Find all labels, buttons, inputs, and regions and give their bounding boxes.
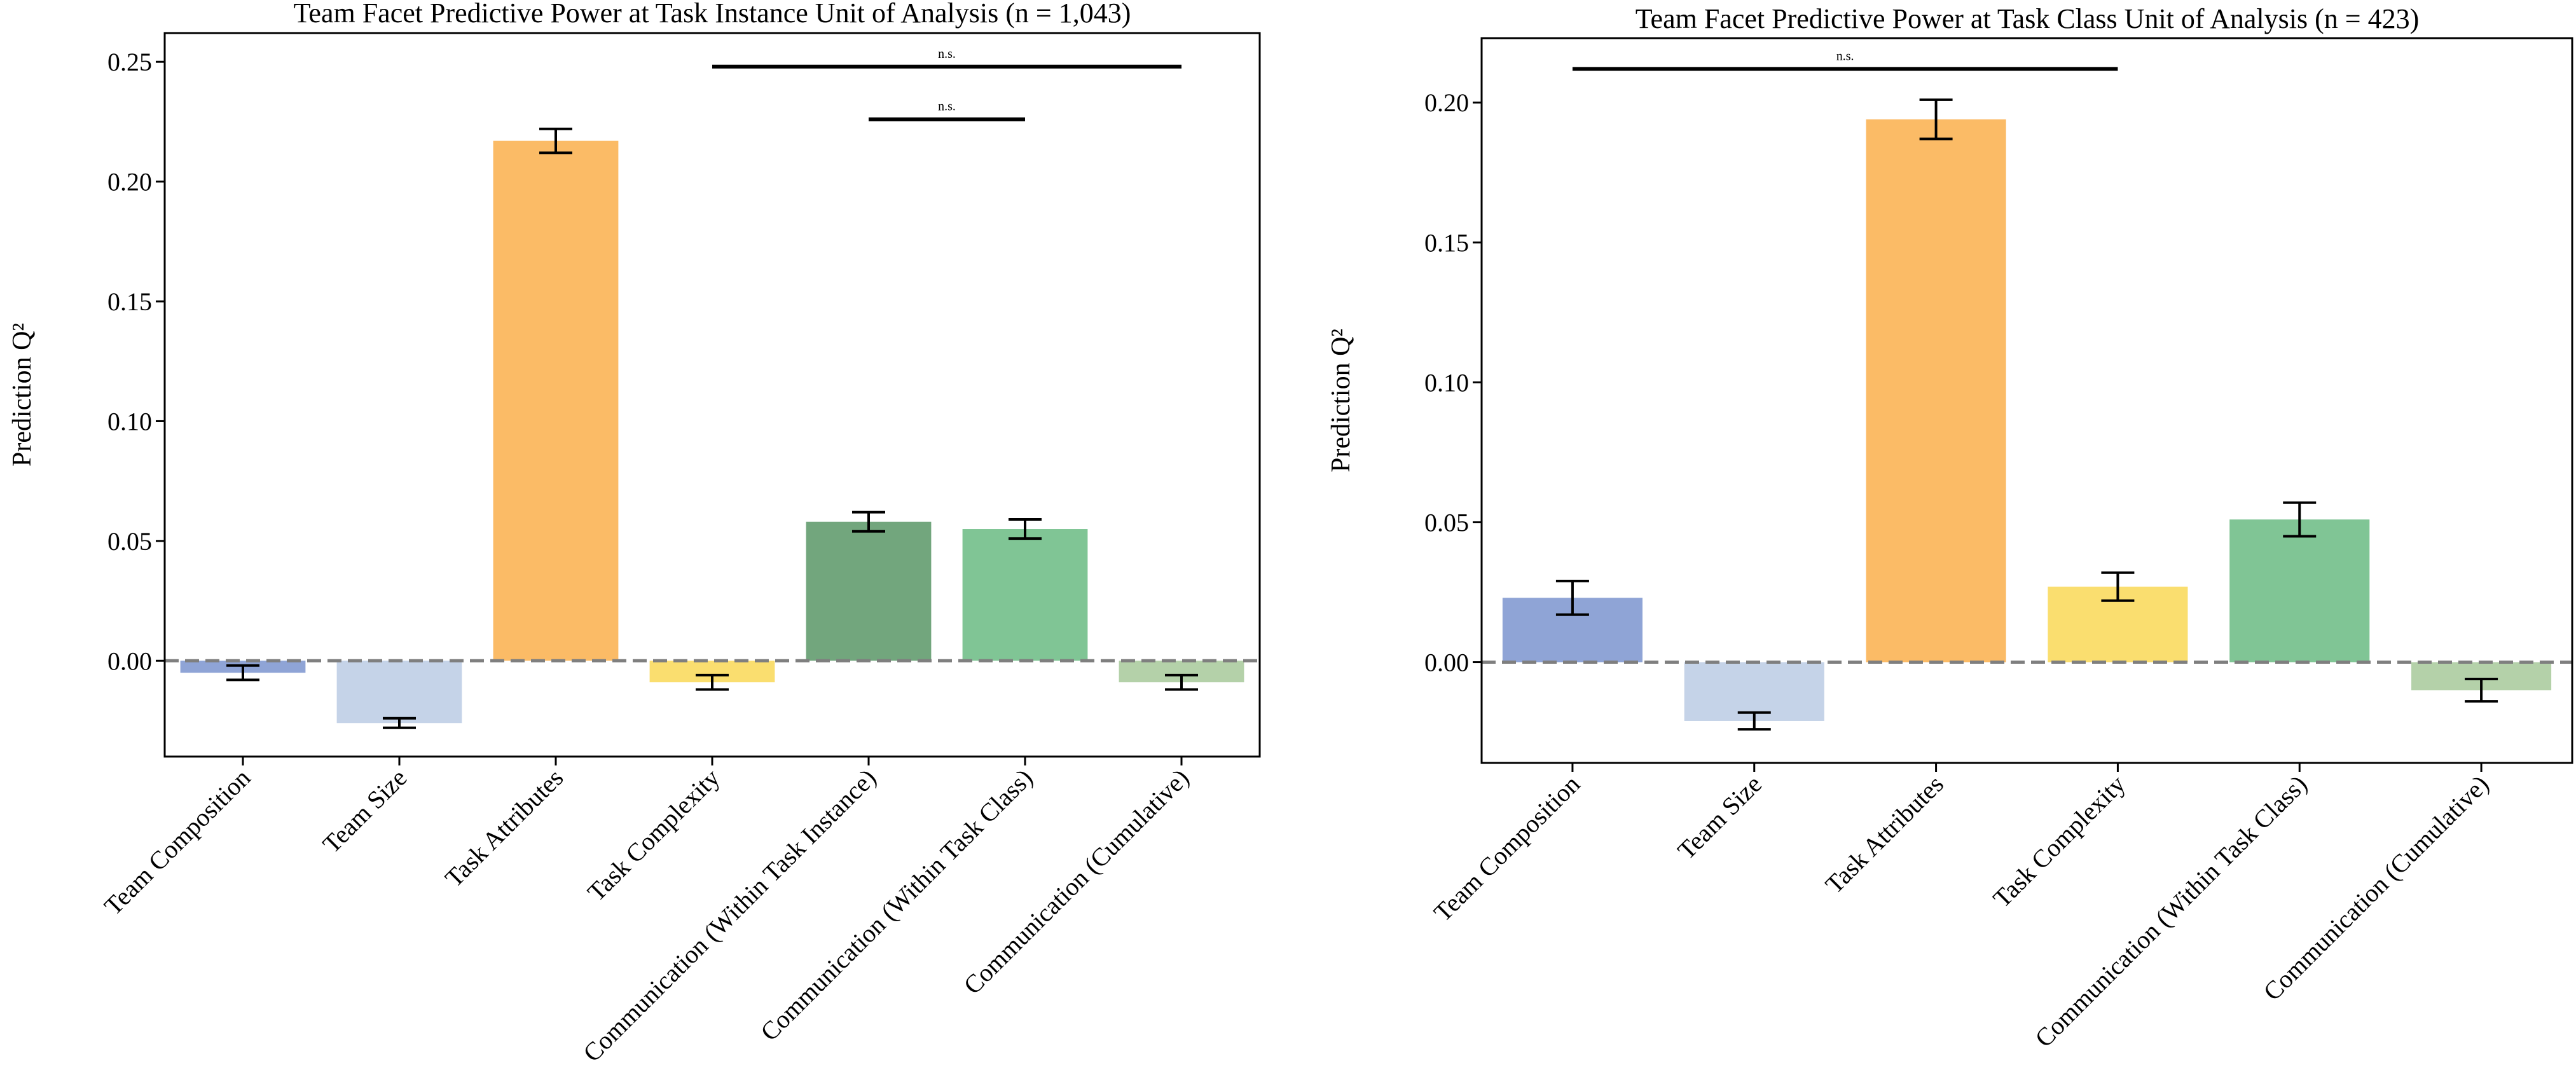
x-tick-label: Task Attributes	[1819, 770, 1948, 899]
x-tick-label: Communication (Within Task Instance)	[577, 764, 881, 1067]
chart-task-instance: Team Facet Predictive Power at Task Inst…	[8, 0, 1261, 1067]
y-tick-label: 0.20	[1424, 88, 1469, 117]
y-tick-label: 0.10	[1424, 368, 1469, 397]
x-tick-label: Team Composition	[1428, 770, 1585, 927]
bar	[493, 141, 619, 661]
plot-frame	[163, 32, 1261, 758]
chart-title: Team Facet Predictive Power at Task Clas…	[1636, 3, 2420, 34]
x-tick-label: Task Attributes	[439, 764, 568, 893]
chart-title: Team Facet Predictive Power at Task Inst…	[294, 0, 1131, 29]
y-tick-label: 0.15	[1424, 228, 1469, 257]
bar	[1684, 662, 1824, 721]
y-tick-label: 0.25	[107, 48, 152, 76]
y-tick-label: 0.15	[107, 287, 152, 316]
y-tick-label: 0.10	[107, 407, 152, 436]
y-tick-label: 0.05	[107, 527, 152, 556]
y-axis-label: Prediction Q²	[8, 323, 37, 467]
significance-label: n.s.	[938, 47, 956, 61]
x-tick-label: Communication (Within Task Class)	[755, 764, 1038, 1046]
y-tick-label: 0.20	[107, 168, 152, 196]
bar	[806, 521, 932, 661]
x-tick-label: Team Size	[317, 764, 412, 859]
bar	[336, 661, 462, 724]
bar	[2229, 519, 2370, 662]
y-axis-label: Prediction Q²	[1326, 329, 1356, 472]
x-tick-label: Team Size	[1672, 770, 1767, 865]
y-tick-label: 0.00	[1424, 648, 1469, 677]
y-tick-label: 0.05	[1424, 508, 1469, 537]
y-tick-label: 0.00	[107, 647, 152, 675]
significance-label: n.s.	[1836, 49, 1854, 63]
bar	[1866, 119, 2006, 662]
chart-task-class: Team Facet Predictive Power at Task Clas…	[1326, 3, 2573, 1053]
significance-label: n.s.	[938, 100, 956, 114]
x-tick-label: Task Complexity	[582, 764, 725, 907]
x-tick-label: Task Complexity	[1987, 770, 2130, 913]
bar	[962, 529, 1088, 661]
plot-frame	[1480, 37, 2573, 764]
x-tick-label: Team Composition	[99, 764, 256, 921]
